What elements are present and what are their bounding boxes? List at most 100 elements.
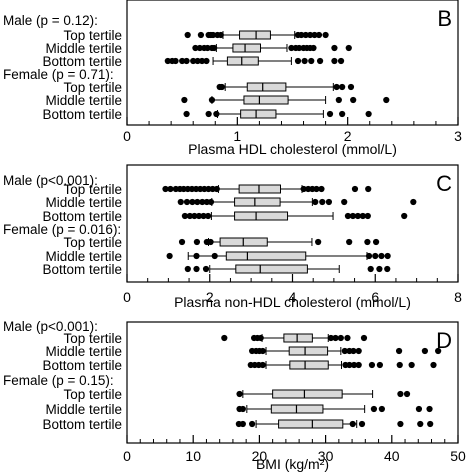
outlier-point: [350, 96, 357, 104]
outlier-point: [370, 405, 378, 413]
row-label: Top tertile: [63, 331, 122, 346]
outlier-point: [192, 44, 199, 52]
outlier-point: [383, 96, 390, 104]
outlier-point: [296, 44, 303, 52]
box-row: [177, 197, 417, 207]
box-row: [184, 30, 329, 40]
tick-label: 20: [252, 448, 268, 464]
outlier-point: [318, 185, 325, 193]
box-row: [184, 264, 391, 274]
box-row: [183, 109, 372, 119]
row-label: Bottom tertile: [42, 54, 122, 69]
group-title: Male (p = 0.12):: [3, 13, 98, 28]
outlier-point: [312, 198, 319, 206]
box-row: [162, 184, 372, 194]
outlier-point: [337, 334, 344, 342]
outlier-point: [316, 57, 324, 65]
outlier-point: [197, 31, 205, 39]
row-label: Middle tertile: [45, 249, 122, 264]
outlier-point: [358, 420, 366, 428]
outlier-point: [193, 265, 200, 273]
row-label: Middle tertile: [45, 402, 122, 417]
outlier-point: [325, 198, 333, 206]
outlier-point: [236, 390, 243, 398]
outlier-point: [372, 252, 379, 260]
outlier-point: [190, 57, 197, 65]
tick-label: 2: [344, 128, 352, 144]
x-axis-label: Plasma HDL cholesterol (mmol/L): [188, 141, 397, 157]
outlier-point: [326, 110, 334, 118]
outlier-point: [331, 57, 338, 65]
outlier-point: [204, 212, 212, 220]
iqr-box: [226, 56, 259, 66]
outlier-point: [183, 198, 191, 206]
panel-letter: C: [436, 171, 452, 196]
outlier-point: [195, 212, 203, 220]
outlier-point: [288, 44, 295, 52]
outlier-point: [365, 252, 373, 260]
tick-label: 50: [450, 448, 466, 464]
iqr-box: [232, 43, 262, 53]
outlier-point: [183, 110, 190, 118]
tick-label: 0: [123, 128, 131, 144]
iqr-box: [238, 184, 282, 194]
outlier-point: [355, 361, 362, 369]
outlier-point: [378, 252, 385, 260]
outlier-point: [339, 110, 346, 118]
outlier-point: [298, 31, 305, 39]
outlier-point: [333, 83, 340, 91]
outlier-point: [395, 347, 403, 355]
outlier-point: [349, 212, 357, 220]
outlier-point: [344, 212, 352, 220]
iqr-box: [235, 264, 308, 274]
row-label: Top tertile: [63, 80, 122, 95]
panel-letter: D: [436, 328, 452, 353]
outlier-point: [355, 347, 362, 355]
outlier-point: [249, 420, 256, 428]
plot-frame: [126, 164, 459, 283]
outlier-point: [193, 238, 201, 246]
outlier-point: [384, 265, 391, 273]
iqr-box: [225, 251, 307, 261]
box-row: [181, 211, 408, 221]
row-label: Bottom tertile: [42, 417, 122, 432]
tick-label: 0: [123, 448, 131, 464]
outlier-point: [204, 44, 211, 52]
outlier-point: [307, 31, 314, 39]
outlier-point: [301, 57, 308, 65]
outlier-point: [427, 420, 434, 428]
box-row: [181, 95, 390, 105]
outlier-point: [177, 198, 184, 206]
box-row: [178, 237, 380, 247]
group-title: Female (p = 0.016):: [3, 222, 121, 237]
outlier-point: [181, 96, 188, 104]
iqr-box: [234, 197, 281, 207]
outlier-point: [194, 198, 201, 206]
outlier-point: [408, 361, 415, 369]
tick-label: 4: [289, 289, 297, 305]
outlier-point: [335, 96, 342, 104]
outlier-point: [337, 57, 345, 65]
panel-letter: B: [437, 6, 452, 31]
iqr-box: [272, 389, 343, 399]
iqr-box: [246, 82, 287, 92]
outlier-point: [327, 334, 334, 342]
row-label: Bottom tertile: [42, 209, 122, 224]
outlier-point: [350, 347, 357, 355]
outlier-point: [403, 390, 411, 398]
outlier-point: [410, 198, 417, 206]
plot-frame: [126, 321, 459, 444]
plot-frame: [126, 0, 459, 126]
outlier-point: [202, 265, 210, 273]
tick-label: 10: [185, 448, 201, 464]
tick-label: 40: [384, 448, 400, 464]
row-label: Top tertile: [63, 387, 122, 402]
iqr-box: [243, 95, 289, 105]
outlier-point: [259, 361, 266, 369]
outlier-point: [396, 361, 403, 369]
row-label: Top tertile: [63, 235, 122, 250]
outlier-point: [294, 57, 302, 65]
outlier-point: [397, 420, 404, 428]
outlier-point: [421, 347, 428, 355]
